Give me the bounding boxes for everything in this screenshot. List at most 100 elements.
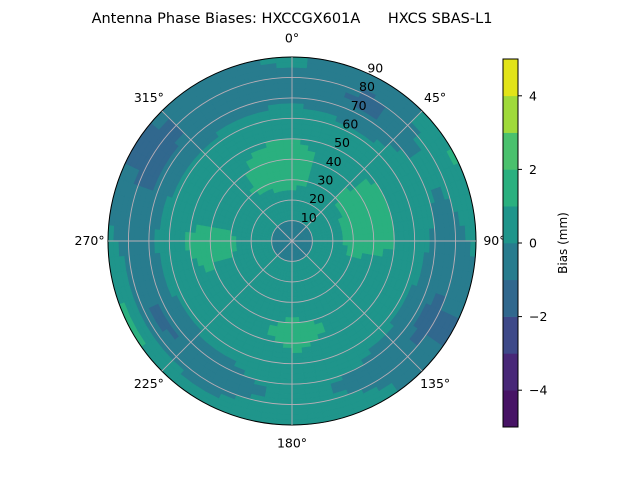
contour-cell <box>199 240 206 250</box>
contour-cell <box>332 236 339 242</box>
contour-cell <box>279 102 293 109</box>
radial-tick-labels: 10 20 30 40 50 60 70 80 90 <box>301 60 383 224</box>
contour-cell <box>281 184 288 191</box>
contour-cell <box>444 226 451 242</box>
contour-cell <box>288 204 293 211</box>
contour-cell <box>285 301 293 308</box>
contour-cell <box>291 123 303 130</box>
colorbar-tick-label: 4 <box>529 88 537 103</box>
contour-cell <box>291 311 300 318</box>
contour-cell <box>209 240 216 249</box>
contour-cell <box>291 301 299 308</box>
contour-cell <box>291 296 298 303</box>
contour-cell <box>429 240 436 254</box>
contour-cell <box>282 189 289 197</box>
contour-cell <box>179 240 186 252</box>
angular-tick-label: 180° <box>277 435 307 450</box>
contour-cell <box>383 240 390 250</box>
contour-cell <box>276 66 293 74</box>
contour-cell <box>283 332 293 339</box>
colorbar-label: Bias (mm) <box>556 212 570 274</box>
contour-cell <box>169 229 176 242</box>
contour-cell <box>291 143 301 150</box>
colorbar-tick-label: −4 <box>529 383 547 398</box>
contour-cell <box>283 143 293 150</box>
contour-cell <box>291 322 300 329</box>
angular-tick-label: 135° <box>420 376 450 391</box>
contour-cell <box>194 240 201 250</box>
contour-cell <box>283 327 293 334</box>
contour-cell <box>158 229 166 242</box>
contour-cell <box>429 228 436 242</box>
radial-tick-label: 10 <box>301 210 317 225</box>
contour-cell <box>240 244 248 251</box>
contour-cell <box>133 226 140 242</box>
contour-cell <box>296 291 303 298</box>
contour-cell <box>250 240 257 245</box>
contour-cell <box>291 388 306 395</box>
contour-cell <box>347 240 354 247</box>
contour-cell <box>383 232 390 242</box>
contour-cell <box>291 158 300 165</box>
contour-cell <box>403 240 410 252</box>
angular-tick-labels: 0° 45° 90° 135° 180° 225° 270° 315° <box>75 31 506 451</box>
contour-cell <box>336 231 344 238</box>
angular-gridline <box>291 110 423 242</box>
contour-cell <box>295 285 302 293</box>
contour-cell <box>281 123 293 130</box>
colorbar-tick-label: 2 <box>529 162 537 177</box>
contour-cell <box>408 229 415 242</box>
contour-cell <box>291 337 302 344</box>
polar-grid <box>107 56 477 426</box>
radial-tick-label: 60 <box>342 116 358 131</box>
angular-tick-label: 315° <box>134 90 164 105</box>
contour-cell <box>352 240 359 248</box>
contour-cell <box>291 357 304 364</box>
contour-cell <box>235 240 242 247</box>
contour-cell <box>138 227 145 242</box>
radial-tick-label: 40 <box>326 154 342 169</box>
contour-cell <box>286 291 293 298</box>
contour-cell <box>378 240 385 250</box>
contour-cell <box>281 347 293 354</box>
contour-cell <box>342 240 349 247</box>
contour-cell <box>174 230 181 242</box>
contour-cell <box>286 296 293 303</box>
contour-cell <box>291 179 298 186</box>
radial-tick-label: 50 <box>334 135 350 150</box>
contour-cell <box>327 237 334 242</box>
contour-cell <box>280 118 293 125</box>
contour-cell <box>287 194 293 201</box>
contour-cell <box>439 227 446 242</box>
contour-cell <box>286 184 293 191</box>
angular-gridline <box>291 240 423 372</box>
contour-cell <box>291 107 304 115</box>
colorbar-segment <box>503 169 518 207</box>
contour-cell <box>424 240 431 254</box>
contour-cell <box>209 233 216 242</box>
contour-cell <box>174 240 181 252</box>
contour-cell <box>291 276 296 283</box>
contour-cell <box>215 233 222 242</box>
contour-cell <box>245 240 252 246</box>
contour-cell <box>291 271 296 278</box>
contour-cell <box>153 240 160 254</box>
angular-tick-label: 90° <box>483 233 505 248</box>
contour-cell <box>281 352 293 359</box>
contour-cell <box>459 225 467 242</box>
contour-cell <box>291 317 300 324</box>
contour-cell <box>235 235 242 242</box>
contour-cell <box>291 174 299 181</box>
contour-cell <box>169 240 176 253</box>
contour-cell <box>280 367 293 375</box>
contour-cell <box>278 87 293 94</box>
contour-cell <box>291 118 304 125</box>
contour-cell <box>284 153 293 160</box>
contour-cell <box>398 230 405 242</box>
contour-cell <box>291 281 297 288</box>
contour-cell <box>378 232 385 242</box>
contour-cell <box>347 235 354 242</box>
contour-cell <box>189 231 196 242</box>
